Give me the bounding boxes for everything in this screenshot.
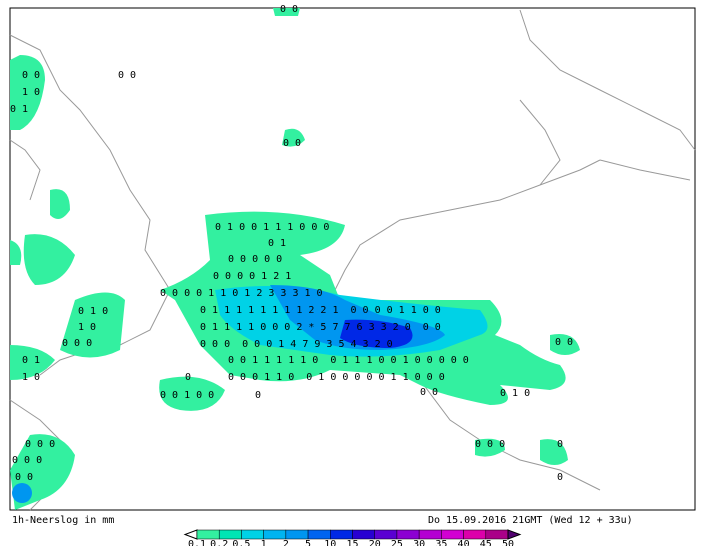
legend-label: 35: [435, 539, 447, 546]
grid-value: 0 0 0 0 0 0 1 4 7 9 3 5 4 3 2 0: [200, 339, 393, 350]
grid-value: 1 0: [78, 322, 96, 333]
map-frame: [9, 7, 696, 511]
legend-label: 1: [261, 539, 267, 546]
legend-swatch: [196, 529, 220, 540]
legend-swatch: [352, 529, 375, 540]
legend-swatch: [418, 529, 442, 540]
grid-value: 0: [185, 372, 191, 383]
caption: 1h-Neerslog in mm: [12, 515, 114, 526]
heavy-cell: [12, 483, 32, 503]
legend-swatch: [330, 529, 353, 540]
grid-value: 0 0 0 0 1 1 0 1 2 3 3 3 1 0: [160, 288, 323, 299]
legend-label: 0.1: [188, 539, 206, 546]
legend-label: 45: [480, 539, 492, 546]
grid-value: 0 0: [283, 138, 301, 149]
legend-label: 50: [502, 539, 514, 546]
grid-value: 0 0: [118, 70, 136, 81]
legend-label: 5: [305, 539, 311, 546]
grid-value: 0 1 0: [78, 306, 108, 317]
grid-value: 0 0 0: [25, 439, 55, 450]
legend-swatch: [396, 529, 420, 540]
grid-value: 0 1 0 0 1 1 1 0 0 0: [215, 222, 329, 233]
grid-value: 0: [557, 472, 563, 483]
legend-label: 20: [369, 539, 381, 546]
color-legend: 0.1 0.2 0.5 1 2 5 10 15 20 25 30 35 40 45 50: [183, 529, 522, 550]
grid-value: 1 0: [22, 87, 40, 98]
legend-label: 2: [283, 539, 289, 546]
legend-swatch: [285, 529, 309, 540]
legend-arrow-high: [507, 529, 522, 540]
grid-value: 0 0 0 0 0: [228, 254, 282, 265]
grid-value: 0 0 0: [475, 439, 505, 450]
grid-labels: 0 0 0 0 0 0 1 0 0 1 0 0 0 1 0 0 1 1 1 0 0 0 0 1…: [10, 4, 573, 483]
legend-swatch: [485, 529, 509, 540]
legend-label: 25: [391, 539, 403, 546]
legend-label: 15: [346, 539, 358, 546]
grid-value: 0 1: [22, 355, 40, 366]
precipitation-areas: [10, 8, 580, 510]
grid-value: 0 0: [15, 472, 33, 483]
legend-swatch: [374, 529, 398, 540]
grid-value: 0 0 0 1 1 0 0 1 0 0 0 0 0 1 1 0 0 0: [228, 372, 445, 383]
grid-value: 0 0: [22, 70, 40, 81]
timestamp: Do 15.09.2016 21GMT (Wed 12 + 33u): [428, 515, 633, 526]
legend-label: 10: [324, 539, 336, 546]
legend-swatch: [218, 529, 242, 540]
grid-value: 0 1 1 1 1 0 0 0 2 * 5 7 7 6 3 3 2 0 0 0: [200, 322, 441, 333]
legend-swatch: [263, 529, 287, 540]
grid-value: 0 0: [555, 337, 573, 348]
grid-value: 0 1 1 1 1 1 1 1 1 2 2 1 0 0 0 0 1 1 0 0: [200, 305, 441, 316]
grid-value: 0 0: [420, 387, 438, 398]
grid-value: 0 0 0: [12, 455, 42, 466]
grid-value: 0 0: [280, 4, 298, 15]
legend-swatch: [441, 529, 464, 540]
grid-value: 0 0 1 1 1 1 1 0 0 1 1 1 0 0 1 0 0 0 0 0: [228, 355, 469, 366]
legend-label: 30: [413, 539, 425, 546]
legend-label: 0.2: [210, 539, 228, 546]
grid-value: 0 0 0 0 1 2 1: [213, 271, 291, 282]
legend-swatch: [241, 529, 264, 540]
legend-arrow-low: [183, 529, 198, 540]
grid-value: 0 1: [10, 104, 28, 115]
grid-value: 0 1 0: [500, 388, 530, 399]
legend-swatch: [307, 529, 331, 540]
legend-label: 0.5: [232, 539, 250, 546]
grid-value: 0 0 1 0 0: [160, 390, 214, 401]
legend-swatch: [463, 529, 487, 540]
grid-value: 1 0: [22, 372, 40, 383]
grid-value: 0: [557, 439, 563, 450]
legend-label: 40: [458, 539, 470, 546]
grid-value: 0 1: [268, 238, 286, 249]
grid-value: 0 0 0: [62, 338, 92, 349]
grid-value: 0: [255, 390, 261, 401]
